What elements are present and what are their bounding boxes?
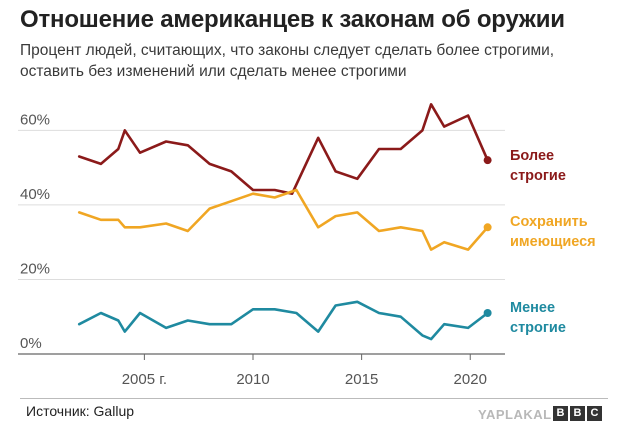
chart-subtitle: Процент людей, считающих, что законы сле… [20, 42, 555, 80]
series-line [77, 300, 489, 341]
bbc-logo: B B C [553, 406, 602, 421]
series-line [77, 103, 489, 195]
y-tick-label: 20% [20, 260, 50, 277]
x-tick-label: 2020 [454, 371, 487, 388]
x-tick-label: 2005 г. [122, 371, 167, 388]
bbc-logo-letter: C [587, 406, 602, 421]
x-tick-label: 2010 [236, 371, 269, 388]
series-label: Сохранить имеющиеся [510, 214, 596, 250]
series-label: Более строгие [510, 148, 566, 184]
x-tick-label: 2015 [345, 371, 378, 388]
series-label: Менее строгие [510, 300, 566, 336]
footer-divider [20, 398, 608, 399]
bbc-logo-letter: B [570, 406, 585, 421]
watermark: YAPLAKAL [478, 407, 552, 422]
y-tick-label: 0% [20, 335, 42, 352]
series-end-marker [483, 309, 492, 317]
y-tick-label: 60% [20, 111, 50, 128]
y-tick-label: 40% [20, 186, 50, 203]
series-end-marker [483, 223, 492, 232]
x-axis: 2005 г. 2010 2015 2020 [122, 354, 487, 388]
source-note: Источник: Gallup [26, 403, 135, 419]
chart-title: Отношение американцев к законам об оружи… [20, 6, 565, 33]
series-end-marker [483, 156, 492, 165]
series-line [77, 188, 489, 251]
series-labels: Более строгие Сохранить имеющиеся Менее строг… [510, 148, 596, 336]
grid: 0% 20% 40% 60% [18, 111, 505, 355]
bbc-logo-letter: B [553, 406, 568, 421]
series-lines [77, 103, 492, 341]
